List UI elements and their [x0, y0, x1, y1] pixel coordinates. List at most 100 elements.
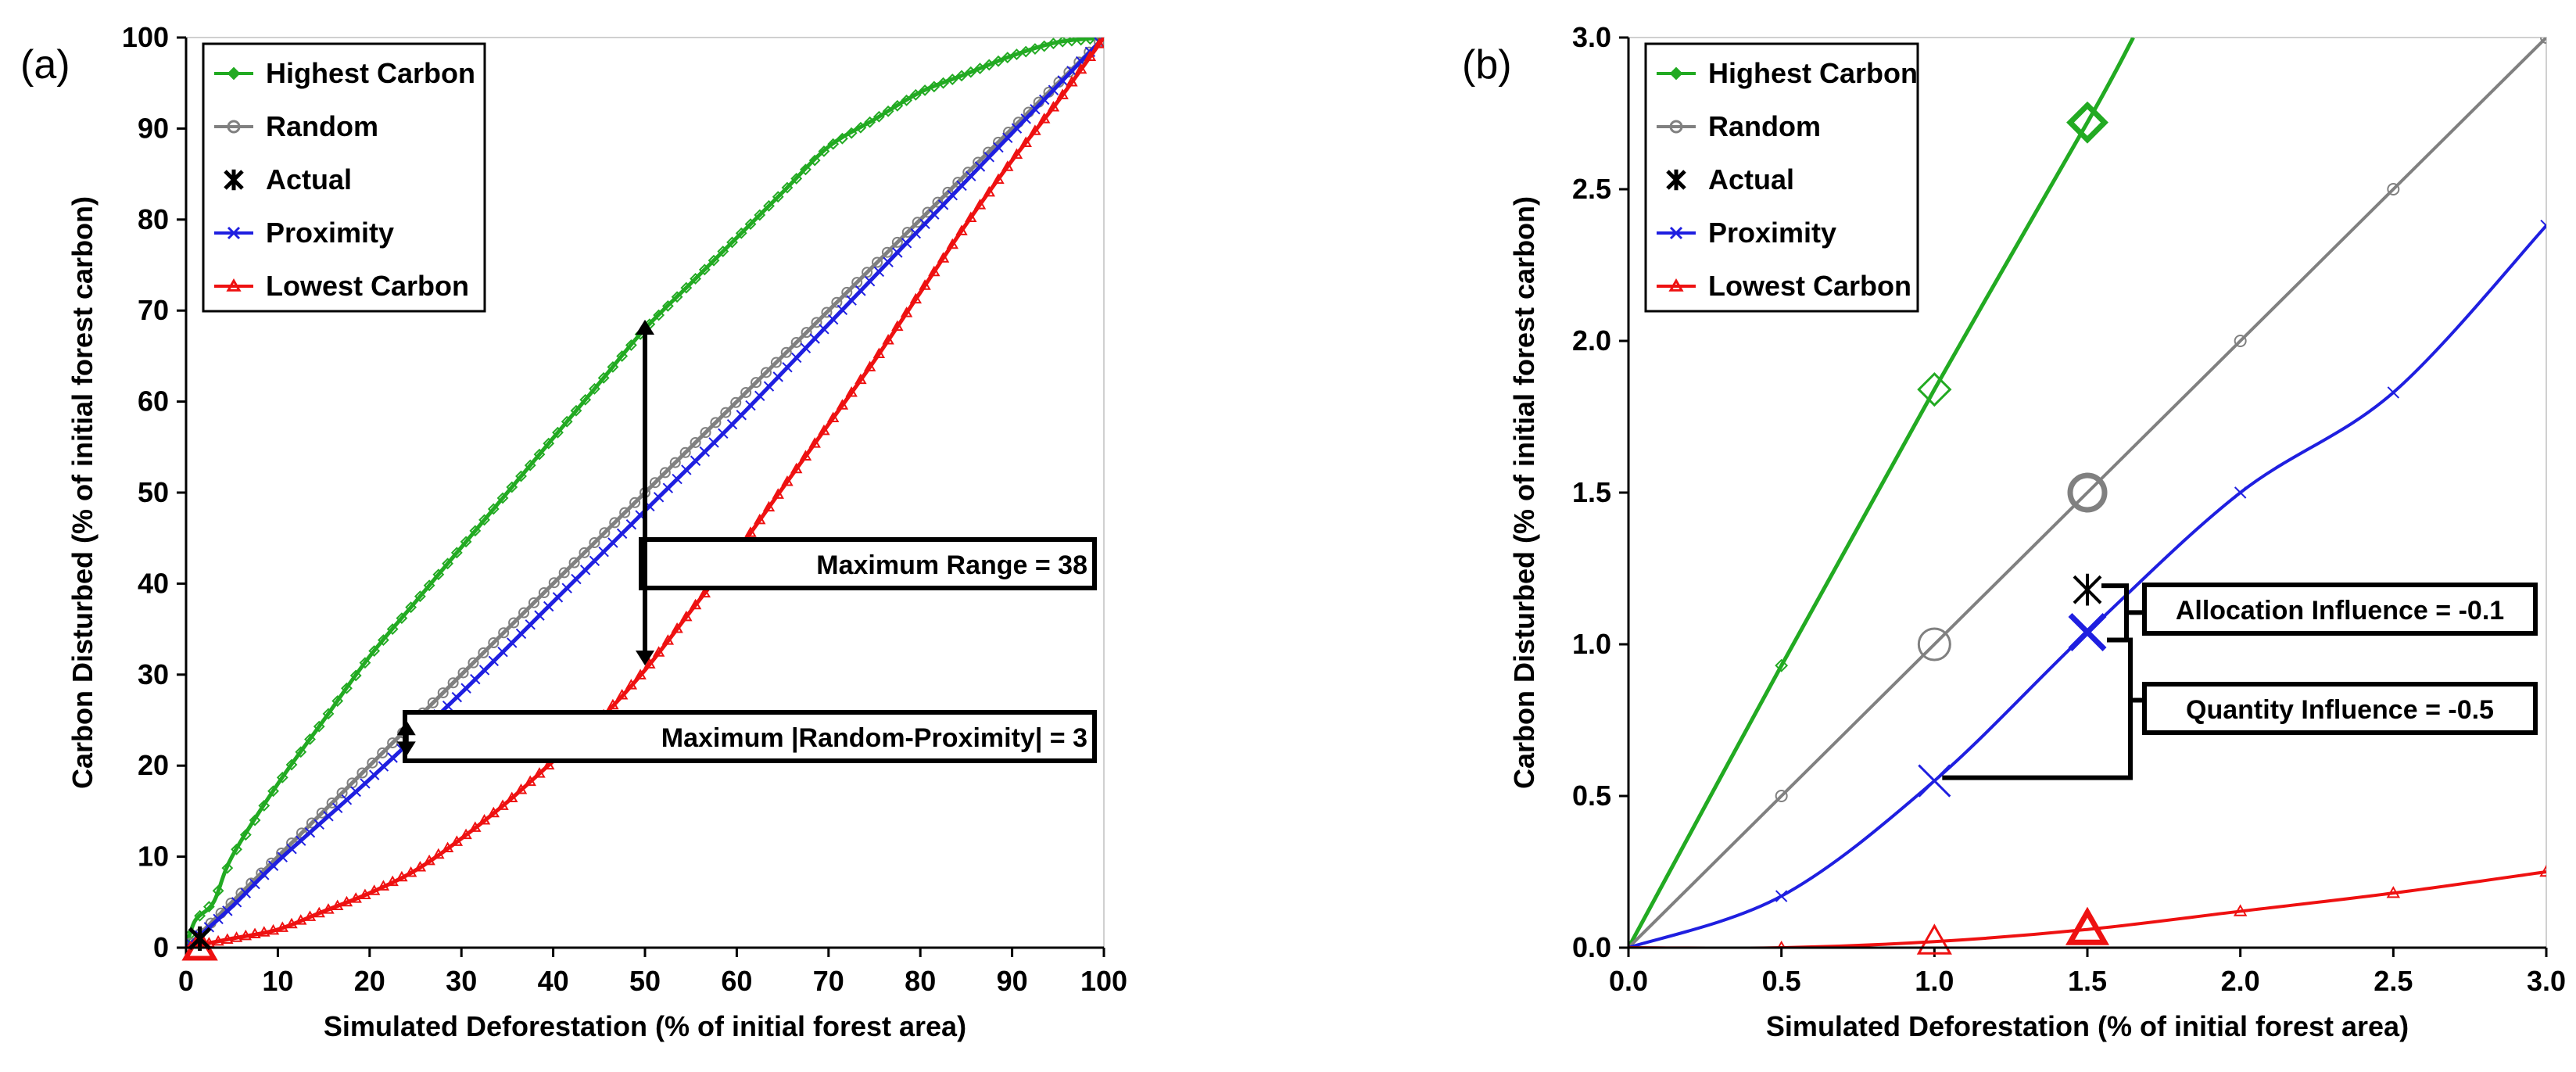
- point-highest: [295, 746, 307, 758]
- x-tick-label: 2.5: [2374, 965, 2413, 997]
- point-lowest: [1074, 63, 1087, 74]
- point-highest: [955, 70, 968, 82]
- point-highest: [341, 682, 353, 694]
- point-proximity: [442, 700, 453, 712]
- point-random: [1775, 790, 1788, 802]
- point-highest: [698, 264, 711, 276]
- point-random: [498, 627, 510, 639]
- actual-marker: [2073, 573, 2102, 606]
- point-lowest: [432, 848, 445, 859]
- x-tick-label: 80: [905, 965, 936, 997]
- point-random: [932, 196, 944, 208]
- x-tick-label: 0.0: [1609, 965, 1648, 997]
- point-lowest: [506, 791, 518, 803]
- extras-b: [1916, 101, 2110, 955]
- rp-annotation-label: Maximum |Random-Proximity| = 3: [661, 723, 1087, 753]
- legend-marker-lowest: [226, 278, 242, 292]
- point-lowest: [689, 598, 702, 610]
- point-highest: [597, 371, 610, 384]
- x-tick-label: 2.0: [2221, 965, 2260, 997]
- point-lowest: [524, 775, 536, 787]
- point-lowest: [854, 373, 867, 385]
- big-marker-lowest: [2065, 906, 2110, 945]
- y-tick-label: 20: [138, 749, 169, 781]
- allocation-annotation-box: [2142, 583, 2538, 636]
- point-highest: [331, 695, 344, 707]
- point-proximity: [488, 655, 499, 667]
- x-tick-label: 20: [354, 965, 385, 997]
- x-tick-label: 50: [629, 965, 661, 997]
- point-highest: [800, 163, 811, 176]
- point-lowest: [195, 938, 206, 948]
- point-highest: [1019, 45, 1032, 58]
- point-proximity: [966, 170, 976, 181]
- point-proximity: [360, 778, 371, 789]
- x-axis-label-a: Simulated Deforestation (% of initial fo…: [324, 1010, 966, 1042]
- point-lowest: [423, 854, 435, 866]
- point-random: [326, 797, 338, 808]
- point-highest: [478, 514, 490, 526]
- point-proximity: [451, 691, 463, 703]
- point-lowest: [1056, 88, 1069, 99]
- point-random: [548, 577, 560, 589]
- point-highest: [946, 73, 958, 85]
- legend-label-actual: Actual: [1708, 163, 1794, 195]
- ticks-a: 0 10 20 30 40 50 60 70 80 90 100 0 10 20 30 40 50 60 70 80 9…: [122, 21, 1127, 997]
- point-random: [659, 467, 671, 479]
- point-random: [690, 436, 701, 448]
- point-highest: [808, 154, 821, 167]
- rp-arrow-head-down: [396, 741, 416, 757]
- point-lowest: [543, 758, 555, 770]
- range-annotation-label: Maximum Range = 38: [816, 550, 1087, 580]
- point-proximity: [653, 492, 665, 503]
- point-lowest: [396, 870, 408, 882]
- point-highest: [901, 94, 913, 106]
- point-highest: [1075, 38, 1087, 46]
- point-lowest: [992, 173, 1005, 185]
- legend-label-proximity: Proximity: [1708, 217, 1836, 249]
- legend-a: Highest Carbon Random Actual Proximity Lowes…: [202, 42, 486, 313]
- point-highest: [680, 281, 693, 294]
- point-proximity: [699, 446, 711, 457]
- point-random: [579, 547, 590, 558]
- point-lowest: [478, 814, 491, 825]
- point-highest: [827, 138, 840, 150]
- point-proximity: [993, 142, 1004, 153]
- big-marker-highest: [1917, 371, 1952, 407]
- y-tick-label: 2.5: [1572, 173, 1611, 205]
- point-lowest: [469, 821, 482, 832]
- point-proximity: [782, 361, 793, 373]
- point-random: [508, 617, 520, 629]
- point-proximity: [579, 565, 591, 575]
- point-highest: [377, 634, 389, 646]
- point-proximity: [819, 324, 829, 335]
- point-lowest: [386, 875, 399, 887]
- point-random: [316, 807, 328, 819]
- point-proximity: [1030, 103, 1041, 115]
- y-tick-label: 2.0: [1572, 324, 1611, 357]
- point-lowest: [2386, 886, 2401, 898]
- point-highest: [1775, 658, 1789, 672]
- legend-label-random: Random: [266, 110, 378, 142]
- point-random: [669, 457, 681, 468]
- point-random: [306, 817, 317, 829]
- point-highest: [772, 191, 784, 203]
- point-random: [831, 296, 843, 308]
- point-lowest: [1093, 38, 1104, 48]
- point-highest: [249, 814, 261, 826]
- point-highest: [506, 481, 518, 493]
- point-lowest: [285, 917, 298, 929]
- point-proximity: [607, 537, 618, 548]
- point-proximity: [507, 637, 518, 648]
- point-proximity: [1002, 132, 1013, 144]
- x-tick-label: 1.5: [2068, 965, 2107, 997]
- point-highest: [661, 299, 674, 312]
- point-random: [609, 517, 621, 529]
- point-random: [538, 587, 550, 599]
- point-lowest: [671, 622, 683, 633]
- point-proximity: [2540, 219, 2546, 232]
- point-lowest: [258, 926, 270, 937]
- point-lowest: [973, 199, 987, 210]
- point-lowest: [2539, 864, 2546, 877]
- legend-label-lowest: Lowest Carbon: [266, 270, 469, 302]
